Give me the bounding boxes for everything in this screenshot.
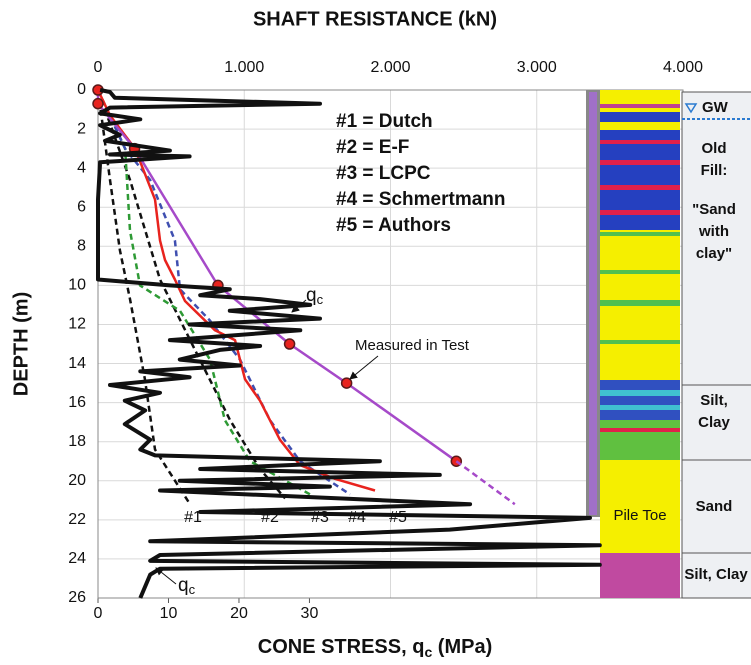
arrow — [291, 299, 307, 313]
soil-layer — [600, 104, 680, 108]
soil-layer — [600, 112, 680, 122]
y-tick-label: 0 — [77, 81, 86, 98]
soil-box — [681, 552, 751, 599]
y-tick-label: 8 — [77, 238, 86, 255]
soil-layer — [600, 300, 680, 306]
pile-core — [589, 92, 597, 515]
x-tick-label: 4.000 — [663, 59, 703, 76]
x2-tick-label: 30 — [301, 605, 319, 622]
soil-label: "Sand — [692, 201, 736, 218]
series-line — [96, 89, 351, 496]
series-line — [96, 89, 192, 505]
qc-q: q — [178, 575, 189, 596]
y-tick-label: 26 — [68, 589, 86, 606]
legend-entry: #2 = E-F — [336, 137, 409, 158]
y-tick-label: 12 — [68, 316, 86, 333]
y-tick-label: 10 — [68, 277, 86, 294]
soil-layer — [600, 405, 680, 410]
arrow — [155, 567, 177, 585]
pile-toe-label: Pile Toe — [613, 507, 666, 524]
soil-layer — [600, 553, 680, 598]
soil-layer — [600, 340, 680, 344]
soil-label: Clay — [698, 414, 730, 431]
y-tick-label: 24 — [68, 550, 86, 567]
y-tick-label: 20 — [68, 472, 86, 489]
qc-q: q — [306, 285, 317, 306]
x2-tick-label: 10 — [160, 605, 178, 622]
soil-layer — [600, 390, 680, 396]
plot-data: #1 #2 #3 #4 #5 — [92, 84, 602, 599]
y-tick-label: 2 — [77, 120, 86, 137]
soil-label: Fill: — [701, 162, 728, 179]
series-line — [96, 89, 376, 492]
y-tick-label: 18 — [68, 433, 86, 450]
y-axis-title: DEPTH (m) — [10, 292, 32, 396]
qc-label: qc — [178, 575, 196, 597]
soil-layer — [600, 185, 680, 190]
soil-label: Silt, Clay — [684, 566, 748, 583]
x-tick-label: 0 — [94, 59, 103, 76]
qc-sub: c — [189, 582, 196, 597]
data-point — [283, 338, 296, 350]
data-point — [92, 97, 104, 110]
x2-tick-label: 0 — [94, 605, 103, 622]
series-line — [96, 89, 287, 500]
series-line — [96, 89, 311, 496]
y-tick-label: 22 — [68, 511, 86, 528]
soil-label: Silt, — [700, 392, 728, 409]
soil-layer — [600, 380, 680, 420]
x2-tick-label: 20 — [230, 605, 248, 622]
soil-layer — [600, 210, 680, 215]
legend-entry: #1 = Dutch — [336, 111, 433, 132]
pile-toe-bg — [602, 505, 678, 527]
ground-water-symbol — [684, 103, 698, 114]
y-tick-label: 6 — [77, 198, 86, 215]
soil-column: GW Pile Toe — [586, 90, 751, 599]
x2-title-part: (MPa) — [432, 636, 492, 658]
soil-label: clay" — [696, 245, 732, 262]
x2-axis-title: CONE STRESS, qc (MPa) — [258, 636, 493, 659]
soil-layer — [600, 160, 680, 165]
soil-layer — [600, 428, 680, 432]
gw-label: GW — [702, 99, 729, 116]
data-point — [340, 377, 353, 389]
legend-entry: #3 = LCPC — [336, 163, 431, 184]
series-end-label: #1 — [184, 509, 202, 526]
y-tick-label: 16 — [68, 394, 86, 411]
x-tick-label: 3.000 — [517, 59, 557, 76]
series-line — [96, 88, 602, 599]
soil-box — [681, 91, 751, 386]
qc-label: qc — [306, 285, 324, 307]
soil-layer — [600, 270, 680, 274]
series-end-label: #4 — [348, 509, 366, 526]
soil-box — [681, 384, 751, 461]
x-tick-label: 1.000 — [224, 59, 264, 76]
soil-layer — [600, 420, 680, 460]
x2-title-sub: c — [424, 644, 432, 660]
y-tick-label: 14 — [68, 355, 86, 372]
soil-label: with — [698, 223, 729, 240]
x-tick-label: 2.000 — [370, 59, 410, 76]
series-line — [455, 460, 516, 506]
x2-title-part: CONE STRESS, q — [258, 636, 425, 658]
chart-title: SHAFT RESISTANCE (kN) — [253, 8, 497, 30]
soil-layer — [600, 232, 680, 236]
soil-layer — [600, 140, 680, 144]
legend-entry: #4 = Schmertmann — [336, 189, 506, 210]
series-end-label: #5 — [389, 509, 407, 526]
soil-box — [681, 459, 751, 554]
soil-label: Sand — [696, 498, 733, 515]
qc-sub: c — [317, 292, 324, 307]
annotations: Measured in Test qc qc — [155, 285, 470, 597]
soil-label: Old — [702, 140, 727, 157]
arrow — [349, 355, 379, 380]
measured-label: Measured in Test — [355, 337, 470, 354]
y-tick-label: 4 — [77, 159, 86, 176]
legend-entry: #5 = Authors — [336, 215, 451, 236]
